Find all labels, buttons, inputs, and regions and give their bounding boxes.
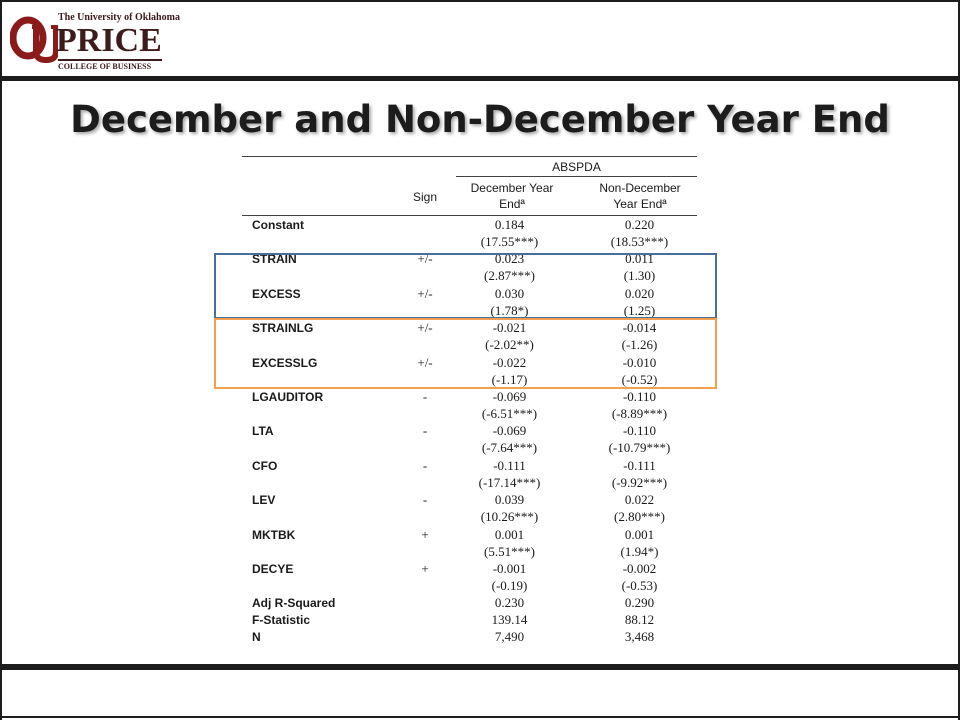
row-label: CFO: [252, 458, 278, 473]
group-header-rule: [456, 176, 697, 177]
row-tstat-december: (2.87***): [484, 268, 535, 284]
row-coef-december: 0.184: [494, 217, 525, 232]
stat-value-december: 7,490: [494, 629, 525, 645]
row-tstat-december: (-17.14***): [478, 474, 541, 490]
row-coef-non-december: -0.111: [623, 457, 656, 473]
row-tstat-non-december: (1.25): [623, 302, 656, 318]
row-coef-december: -0.111: [493, 457, 526, 473]
row-coef-december: -0.069: [492, 389, 527, 404]
row-tstat-non-december: (-8.89***): [611, 406, 668, 421]
stat-value-december: 0.230: [494, 595, 525, 611]
row-tstat-non-december: (-1.26): [621, 337, 658, 353]
row-tstat-december: (-0.19): [491, 578, 528, 593]
row-tstat-non-december: (2.80***): [614, 509, 665, 525]
stat-value-december: 139.14: [491, 612, 528, 628]
row-tstat-december: (-1.17): [491, 371, 528, 387]
header-bottom-rule: [242, 215, 697, 216]
frame-left-edge: [0, 0, 2, 720]
row-tstat-non-december: (1.30): [623, 268, 656, 284]
row-sign: +/-: [417, 285, 433, 301]
row-tstat-non-december: (-10.79***): [608, 440, 671, 456]
row-sign: +/-: [417, 354, 433, 370]
row-coef-december: -0.022: [492, 354, 527, 370]
logo-university-text: The University of Oklahoma: [58, 12, 180, 23]
sign-header: Sign: [412, 190, 438, 204]
row-tstat-december: (-2.02**): [485, 337, 534, 353]
frame-top-edge: [0, 0, 960, 2]
row-sign: +/-: [417, 251, 433, 267]
row-coef-non-december: 0.020: [624, 285, 655, 301]
row-sign: -: [422, 492, 428, 508]
laggard-highlight: [214, 318, 717, 389]
row-tstat-december: (17.55***): [480, 234, 539, 249]
row-label: DECYE: [252, 562, 294, 576]
footer-line: [0, 716, 960, 718]
row-coef-non-december: 0.001: [624, 526, 655, 542]
row-sign: -: [422, 423, 428, 439]
row-tstat-non-december: (1.94*): [620, 543, 659, 559]
slide-title: December and Non-December Year End: [70, 98, 890, 141]
row-coef-non-december: 0.022: [624, 492, 655, 508]
row-coef-december: 0.039: [494, 492, 525, 508]
table-top-rule: [242, 156, 697, 157]
col2-header-line2: Year Endª: [613, 197, 667, 211]
row-label: LGAUDITOR: [252, 390, 324, 404]
row-coef-december: -0.021: [492, 320, 527, 336]
row-tstat-december: (5.51***): [484, 543, 535, 559]
logo-college-text: COLLEGE OF BUSINESS: [58, 62, 152, 71]
row-coef-december: -0.069: [492, 423, 527, 439]
row-sign: +: [421, 526, 429, 542]
row-tstat-non-december: (-9.92***): [611, 474, 668, 490]
row-sign: +/-: [417, 320, 433, 336]
row-sign: -: [422, 457, 428, 473]
stat-label: Adj R-Squared: [252, 596, 336, 611]
row-sign: -: [422, 389, 428, 404]
strain-excess-highlight: [214, 253, 717, 319]
row-coef-non-december: 0.011: [625, 251, 654, 267]
row-coef-december: -0.001: [492, 561, 527, 576]
row-label: EXCESSLG: [252, 355, 318, 370]
row-label: MKTBK: [252, 527, 296, 542]
stat-value-non-december: 0.290: [624, 595, 655, 611]
row-label: LEV: [252, 493, 276, 508]
price-college-logo: The University of Oklahoma PRICE COLLEGE…: [10, 10, 180, 71]
row-tstat-december: (-6.51***): [481, 406, 538, 421]
logo-rule: [58, 59, 162, 61]
row-label: EXCESS: [252, 286, 301, 301]
row-coef-non-december: -0.110: [622, 389, 657, 404]
stat-value-non-december: 3,468: [624, 629, 655, 645]
row-tstat-non-december: (-0.53): [621, 578, 658, 593]
row-coef-non-december: -0.110: [622, 423, 657, 439]
row-label: LTA: [252, 424, 274, 439]
col2-header-line1: Non-December: [599, 181, 681, 195]
row-label: STRAINLG: [252, 321, 314, 336]
stat-label: F-Statistic: [252, 613, 311, 628]
row-tstat-december: (-7.64***): [481, 440, 538, 456]
col1-header-line2: Endª: [499, 197, 525, 211]
row-coef-december: 0.001: [494, 526, 525, 542]
row-label: STRAIN: [252, 252, 297, 267]
header-bar: [0, 76, 960, 81]
row-coef-non-december: 0.220: [624, 217, 655, 232]
row-coef-non-december: -0.010: [622, 354, 657, 370]
row-tstat-non-december: (-0.52): [621, 371, 658, 387]
stat-value-non-december: 88.12: [624, 612, 655, 628]
ou-logo-icon: [10, 16, 58, 64]
row-coef-non-december: -0.014: [622, 320, 657, 336]
group-header: ABSPDA: [552, 160, 601, 174]
row-coef-december: 0.030: [494, 285, 525, 301]
row-tstat-december: (10.26***): [480, 509, 539, 525]
logo-price-text: PRICE: [56, 22, 162, 59]
row-tstat-december: (1.78*): [490, 302, 529, 318]
row-coef-december: 0.023: [494, 251, 525, 267]
row-tstat-non-december: (18.53***): [610, 234, 669, 249]
row-sign: +: [421, 561, 429, 576]
frame-right-edge: [958, 0, 960, 720]
stat-label: N: [252, 630, 261, 645]
col1-header-line1: December Year: [470, 181, 554, 195]
footer-bar: [0, 664, 960, 670]
row-label: Constant: [252, 218, 304, 232]
row-coef-non-december: -0.002: [622, 561, 657, 576]
